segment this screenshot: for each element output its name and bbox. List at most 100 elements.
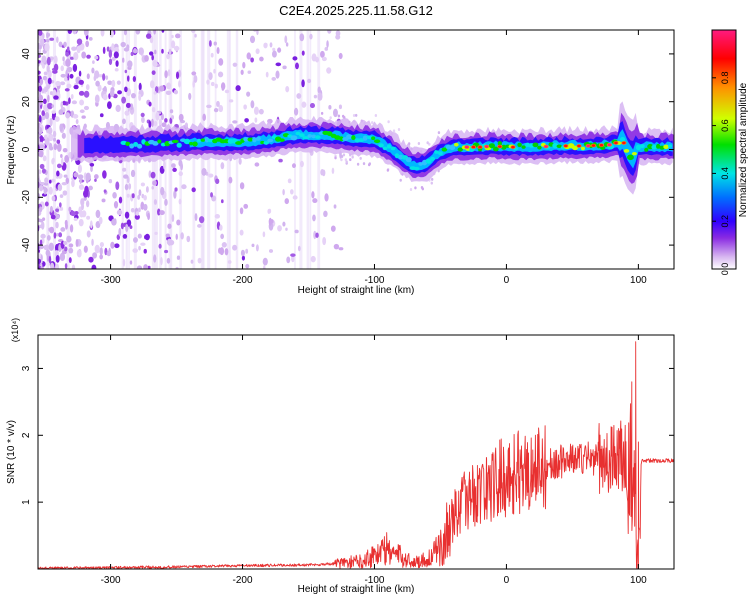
noise-blob [228, 99, 234, 103]
noise-blob [155, 111, 160, 121]
noise-blob [56, 214, 60, 219]
ridge-clump [189, 141, 194, 146]
noise-blob [164, 198, 168, 206]
noise-blob [94, 178, 97, 182]
snr-frame [37, 334, 675, 570]
noise-blob [186, 235, 191, 243]
noise-blob [44, 43, 50, 52]
noise-blob [73, 52, 79, 61]
noise-blob [167, 223, 172, 229]
noise-blob [52, 157, 55, 163]
noise-blob [55, 263, 60, 269]
noise-blob [99, 247, 103, 256]
noise-blob [210, 52, 214, 58]
noise-blob [337, 114, 341, 118]
ridge-clump [517, 142, 522, 148]
noise-blob [254, 162, 260, 167]
noise-blob [38, 184, 44, 192]
noise-blob [158, 118, 163, 126]
noise-blob [76, 45, 81, 54]
noise-blob [147, 212, 150, 221]
spectrogram-y-tick-label: -20 [21, 190, 32, 205]
noise-blob [255, 48, 260, 55]
noise-blob [272, 47, 276, 52]
noise-blob [324, 47, 329, 51]
noise-blob [271, 76, 277, 81]
noise-blob [275, 70, 280, 79]
noise-blob [228, 176, 233, 184]
noise-blob [144, 233, 150, 241]
noise-blob [55, 221, 59, 229]
noise-blob [138, 207, 141, 213]
colorbar-tick-label: 0.6 [720, 119, 730, 132]
noise-blob [94, 70, 100, 79]
noise-blob [197, 224, 202, 228]
spectrogram-y-label: Frequency (Hz) [6, 116, 17, 185]
ridge-peak [614, 141, 618, 145]
ridge-clump [639, 144, 645, 149]
noise-blob [38, 192, 41, 201]
ridge-clump [176, 142, 182, 148]
noise-blob [126, 193, 130, 198]
noise-blob [63, 41, 67, 48]
ridge-clump [418, 162, 424, 166]
noise-blob [430, 177, 434, 181]
noise-blob [151, 70, 156, 75]
ridge-clump [497, 140, 502, 147]
noise-blob [277, 47, 282, 53]
noise-blob [111, 56, 116, 61]
noise-blob [38, 54, 42, 59]
ridge-clump [373, 139, 381, 144]
ridge-clump [430, 156, 436, 161]
ridge-clump [556, 144, 562, 148]
ridge-clump [263, 141, 270, 145]
noise-blob [47, 33, 51, 37]
noise-blob [130, 169, 136, 178]
noise-blob [284, 35, 288, 44]
noise-blob [56, 143, 62, 152]
noise-blob [51, 110, 56, 114]
noise-blob [250, 100, 255, 109]
noise-blob [43, 186, 47, 195]
snr-x-tick-label: -200 [233, 575, 253, 586]
snr-marks [38, 341, 674, 569]
noise-blob [134, 214, 140, 220]
snr-y-tick-label: 1 [21, 499, 32, 505]
noise-blob [344, 158, 348, 162]
noise-blob [64, 263, 68, 269]
noise-blob [66, 83, 72, 89]
noise-blob [88, 185, 93, 191]
noise-blob [351, 155, 354, 159]
noise-blob [58, 41, 63, 48]
noise-blob [127, 60, 133, 68]
snr-y-multiplier: (x10⁴) [10, 318, 20, 342]
noise-blob [169, 117, 173, 124]
noise-blob [263, 264, 266, 269]
noise-blob [99, 242, 104, 248]
noise-blob [264, 42, 268, 47]
noise-blob [40, 38, 45, 45]
noise-blob [148, 51, 154, 56]
noise-blob [293, 107, 299, 116]
noise-blob [145, 186, 149, 193]
snr-series-line [38, 341, 674, 569]
ridge-peak [591, 144, 596, 147]
noise-blob [320, 111, 324, 115]
noise-stripe [46, 30, 50, 269]
spectrogram-x-tick-label: 0 [504, 275, 510, 286]
noise-blob [115, 60, 119, 67]
noise-blob [220, 82, 226, 91]
noise-blob [113, 200, 119, 209]
noise-blob [78, 206, 83, 215]
noise-blob [49, 91, 54, 96]
snr-x-ticks: -300 -200 -100 0 100 [101, 335, 647, 586]
noise-blob [167, 69, 171, 77]
noise-blob [149, 80, 155, 89]
noise-blob [145, 33, 152, 39]
noise-blob [338, 52, 343, 60]
ridge-clump [449, 145, 456, 151]
noise-blob [296, 93, 302, 99]
noise-blob [94, 244, 100, 254]
noise-blob [414, 186, 417, 190]
